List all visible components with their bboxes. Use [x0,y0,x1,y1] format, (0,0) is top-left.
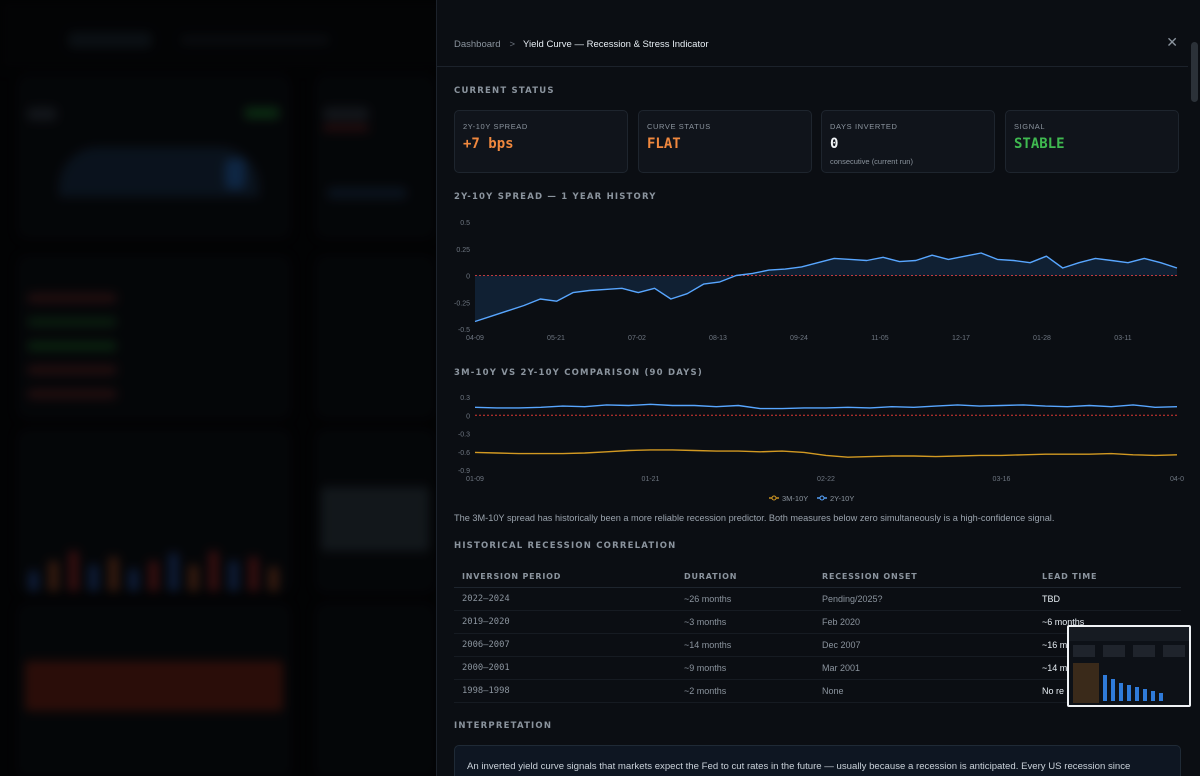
y-tick-label: 0.3 [460,395,470,402]
section-title-correlation: HISTORICAL RECESSION CORRELATION [454,541,677,551]
y-tick-label: -0.3 [458,432,470,439]
series-line-3m-10y [474,449,1178,458]
y-tick-label: 0.25 [456,247,470,254]
signal-value: STABLE [1014,136,1065,152]
background-card [316,76,434,238]
duration: ~9 months [676,656,814,680]
section-title-interpretation: INTERPRETATION [454,721,553,731]
spread-card: 2Y-10Y SPREAD +7 bps [454,110,628,173]
column-header: DURATION [676,565,814,588]
y-tick-label: -0.9 [458,468,470,475]
comparison-note: The 3M-10Y spread has historically been … [454,513,1055,523]
x-tick-label: 04-0 [1170,476,1184,483]
signal-label: SIGNAL [1014,122,1046,131]
background-card [316,256,434,418]
interpretation-box: An inverted yield curve signals that mar… [454,745,1181,776]
y-tick-label: -0.6 [458,450,470,457]
breadcrumb-current: Yield Curve — Recession & Stress Indicat… [523,39,709,50]
x-tick-label: 04-09 [466,335,484,342]
x-tick-label: 07-02 [628,335,646,342]
days-inverted-card: DAYS INVERTED 0 consecutive (current run… [821,110,995,173]
spread-card-label: 2Y-10Y SPREAD [463,122,528,131]
inversion-period: 2006–2007 [454,633,676,657]
background-logo [68,32,152,48]
x-tick-label: 05-21 [547,335,565,342]
column-header: LEAD TIME [1034,565,1181,588]
recession-onset: Dec 2007 [814,633,1034,657]
scrollbar-thumb[interactable] [1191,42,1198,102]
inversion-period: 1998–1998 [454,679,676,703]
breadcrumb: Dashboard > Yield Curve — Recession & Stre… [454,39,709,50]
table-header-row: INVERSION PERIOD DURATION RECESSION ONSE… [454,565,1181,588]
inversion-period: 2022–2024 [454,587,676,611]
background-card [316,430,434,592]
inversion-period: 2000–2001 [454,656,676,680]
table-row: 2006–2007 ~14 months Dec 2007 ~16 m [454,633,1181,657]
series-line-2y-10y [474,252,1178,323]
curve-status-value: FLAT [647,136,681,152]
breadcrumb-dashboard-link[interactable]: Dashboard [454,39,501,50]
background-card [316,604,434,776]
curve-status-card: CURVE STATUS FLAT [638,110,812,173]
spread-card-value: +7 bps [463,136,514,152]
legend-label: 2Y-10Y [830,494,854,503]
x-tick-label: 03-16 [993,476,1011,483]
background-card [18,256,290,418]
days-inverted-label: DAYS INVERTED [830,122,898,131]
y-tick-label: -0.5 [458,327,470,334]
background-nav [180,35,330,45]
table-row: 2022–2024 ~26 months Pending/2025? TBD [454,587,1181,611]
series-line-2y-10y [474,403,1178,410]
recession-onset: None [814,679,1034,703]
section-title-current-status: CURRENT STATUS [454,86,555,96]
y-tick-label: 0.5 [460,220,470,227]
x-tick-label: 09-24 [790,335,808,342]
x-tick-label: 02-22 [817,476,835,483]
background-card [18,76,290,238]
background-card [18,430,290,592]
legend-marker [771,495,777,501]
y-tick-label: -0.25 [454,300,470,307]
recession-onset: Mar 2001 [814,656,1034,680]
days-inverted-value: 0 [830,136,839,152]
section-title-comparison: 3M-10Y VS 2Y-10Y COMPARISON (90 DAYS) [454,368,703,378]
y-tick-label: 0 [466,413,470,420]
recession-onset: Pending/2025? [814,587,1034,611]
recession-correlation-table: INVERSION PERIOD DURATION RECESSION ONSE… [454,565,1181,703]
detail-drawer: Dashboard > Yield Curve — Recession & Stre… [436,0,1200,776]
x-tick-label: 01-09 [466,476,484,483]
section-title-history: 2Y-10Y SPREAD — 1 YEAR HISTORY [454,192,657,202]
days-inverted-sub: consecutive (current run) [830,157,913,166]
column-header: INVERSION PERIOD [454,565,676,588]
series-area-2y-10y [475,253,1177,322]
background-card [18,604,290,776]
drawer-header: Dashboard > Yield Curve — Recession & Stre… [437,0,1200,67]
signal-card: SIGNAL STABLE [1005,110,1179,173]
x-tick-label: 01-21 [642,476,660,483]
duration: ~14 months [676,633,814,657]
legend-marker [819,495,825,501]
legend-label: 3M-10Y [782,494,808,503]
inversion-period: 2019–2020 [454,610,676,634]
spread-history-chart: 0.5 0.25 0 -0.25 -0.504-09 05-21 07-02 08-13 09-… [454,220,1178,342]
preview-thumbnail[interactable] [1067,625,1191,707]
recession-onset: Feb 2020 [814,610,1034,634]
y-tick-label: 0 [466,274,470,281]
duration: ~2 months [676,679,814,703]
lead-time: TBD [1034,587,1181,611]
x-tick-label: 03-11 [1114,335,1131,342]
chevron-right-icon: > [509,39,516,50]
x-tick-label: 12-17 [952,335,970,342]
x-tick-label: 08-13 [709,335,727,342]
duration: ~26 months [676,587,814,611]
column-header: RECESSION ONSET [814,565,1034,588]
comparison-chart: 0.3 0 -0.3 -0.6 -0.901-09 01-21 02-22 03-16 04-0… [458,395,1184,503]
x-tick-label: 01-28 [1033,335,1051,342]
duration: ~3 months [676,610,814,634]
close-icon[interactable]: ✕ [1166,34,1178,50]
curve-status-label: CURVE STATUS [647,122,711,131]
scrollbar[interactable] [1188,0,1200,776]
x-tick-label: 11-05 [871,335,888,342]
